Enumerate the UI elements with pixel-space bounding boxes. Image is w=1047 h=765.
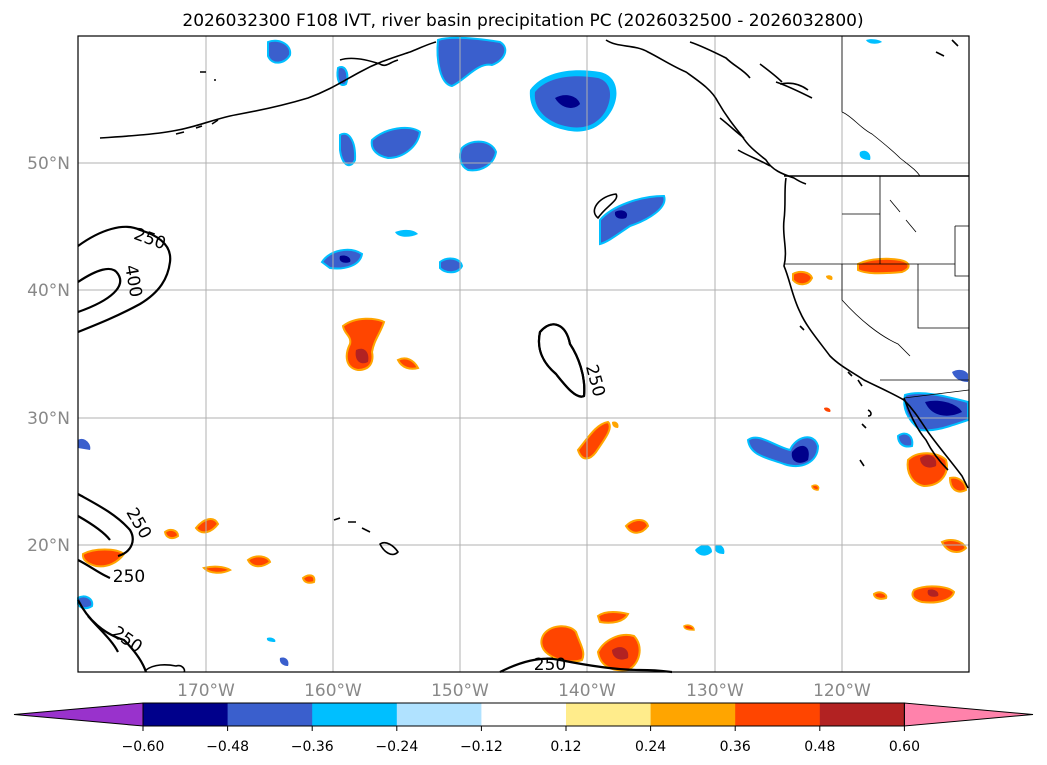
colorbar-bin <box>735 703 821 726</box>
colorbar-tick-label: 0.60 <box>889 739 920 755</box>
colorbar-bin <box>396 703 482 726</box>
colorbar-tick-label: −0.48 <box>206 739 249 755</box>
colorbar-bin <box>312 703 398 726</box>
lat-label: 50°N <box>27 154 70 174</box>
colorbar-tick-label: 0.48 <box>804 739 835 755</box>
colorbar-bin <box>143 703 229 726</box>
colorbar-bin <box>819 703 905 726</box>
colorbar-extend-max <box>903 702 1034 727</box>
map-background <box>78 36 969 672</box>
colorbar-tick-label: 0.36 <box>720 739 751 755</box>
ivt-contours <box>77 225 673 674</box>
precip-pc-shading <box>77 36 969 672</box>
colorbar-extend-min <box>13 702 144 727</box>
map-title: 2026032300 F108 IVT, river basin precipi… <box>182 11 863 31</box>
longitude-labels: 170°W 160°W 150°W 140°W 130°W 120°W <box>177 681 871 701</box>
graticule <box>78 36 969 672</box>
lon-label: 120°W <box>813 681 871 701</box>
lat-label: 20°N <box>27 536 70 556</box>
lon-label: 160°W <box>304 681 362 701</box>
latitude-labels: 50°N 40°N 30°N 20°N <box>27 154 70 556</box>
colorbar <box>13 702 1034 727</box>
colorbar-tick-label: −0.12 <box>460 739 503 755</box>
ivt-label: 250 <box>113 567 145 587</box>
colorbar-tick-label: −0.24 <box>375 739 418 755</box>
lon-label: 140°W <box>558 681 616 701</box>
lat-label: 30°N <box>27 409 70 429</box>
lon-label: 150°W <box>431 681 489 701</box>
lat-label: 40°N <box>27 281 70 301</box>
political-borders <box>784 36 970 399</box>
map-frame <box>77 35 970 673</box>
negative-pc-regions <box>77 36 969 666</box>
colorbar-tick-label: −0.60 <box>122 739 165 755</box>
colorbar-bin <box>566 703 652 726</box>
lon-label: 170°W <box>177 681 235 701</box>
colorbar-bin <box>650 703 736 726</box>
colorbar-tick-label: 0.12 <box>550 739 581 755</box>
colorbar-bin <box>227 703 313 726</box>
colorbar-tick-labels: −0.60 −0.48 −0.36 −0.24 −0.12 0.12 0.24 0.36 0.4… <box>122 726 920 755</box>
colorbar-tick-label: −0.36 <box>291 739 334 755</box>
positive-pc-regions <box>81 257 968 672</box>
colorbar-bin <box>481 703 567 726</box>
lon-label: 130°W <box>686 681 744 701</box>
colorbar-tick-label: 0.24 <box>635 739 666 755</box>
colorbar-outline <box>142 702 905 727</box>
ivt-label: 250 <box>534 655 566 675</box>
